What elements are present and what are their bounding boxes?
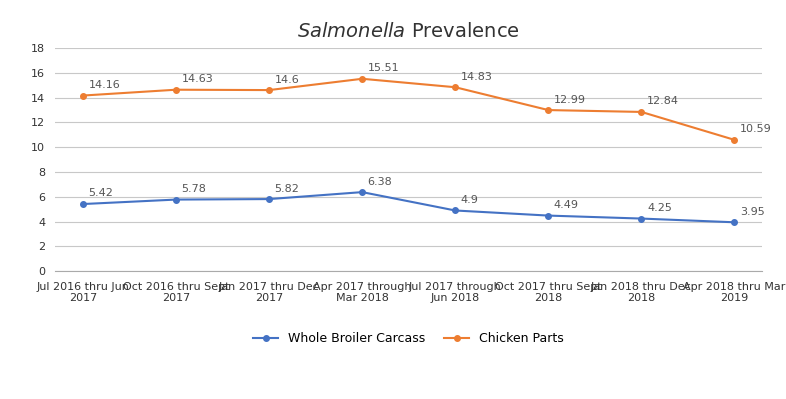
Text: 5.78: 5.78	[182, 184, 207, 194]
Text: 12.99: 12.99	[554, 95, 586, 105]
Text: 14.83: 14.83	[461, 72, 493, 82]
Text: 14.6: 14.6	[274, 75, 299, 85]
Text: 14.63: 14.63	[182, 74, 213, 84]
Text: 14.16: 14.16	[89, 80, 120, 90]
Text: 6.38: 6.38	[368, 177, 392, 187]
Text: 10.59: 10.59	[740, 124, 772, 134]
Text: 4.49: 4.49	[554, 200, 579, 210]
Title: $\it{Salmonella}$ Prevalence: $\it{Salmonella}$ Prevalence	[297, 22, 520, 41]
Text: 4.9: 4.9	[461, 195, 479, 205]
Text: 12.84: 12.84	[647, 97, 679, 107]
Text: 5.82: 5.82	[274, 184, 299, 194]
Text: 3.95: 3.95	[740, 207, 765, 217]
Text: 5.42: 5.42	[89, 188, 113, 198]
Legend: Whole Broiler Carcass, Chicken Parts: Whole Broiler Carcass, Chicken Parts	[248, 327, 569, 350]
Text: 15.51: 15.51	[368, 63, 399, 73]
Text: 4.25: 4.25	[647, 203, 672, 213]
